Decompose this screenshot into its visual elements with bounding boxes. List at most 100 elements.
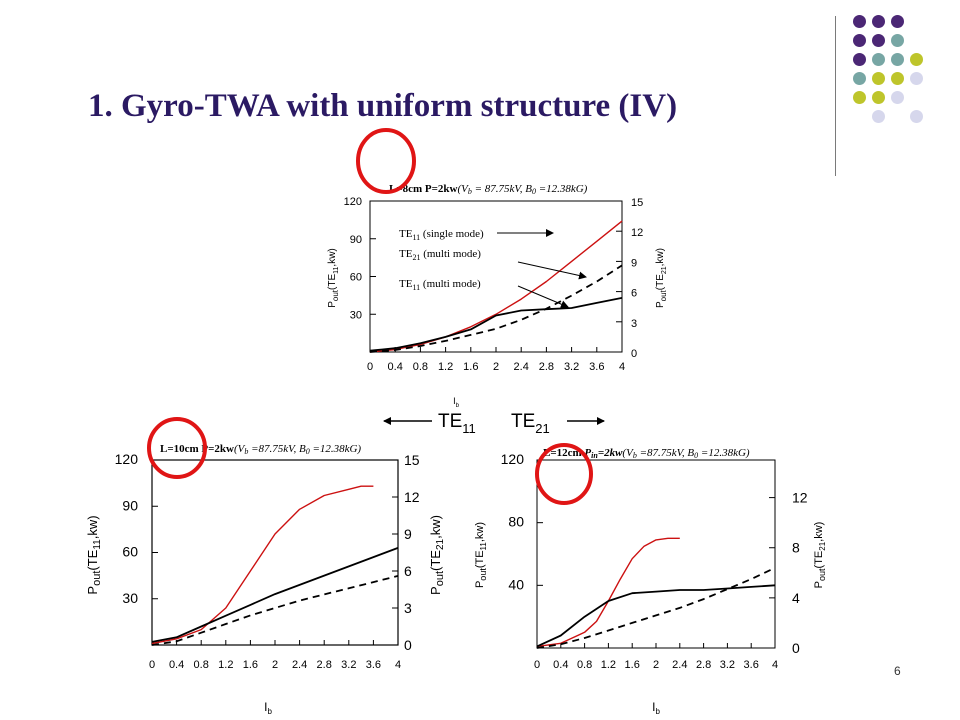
y-right-tick-label: 12 <box>792 490 808 506</box>
x-tick-label: 2 <box>653 659 659 671</box>
y-right-tick-label: 12 <box>631 227 643 239</box>
x-tick-label: 2 <box>493 361 499 373</box>
series-line-te11-multi-mode <box>151 547 399 643</box>
series-annotation: TE21 (multi mode) <box>399 248 481 262</box>
chart-left: 0 0.4 0.8 1.2 1.6 2 2.4 2.8 3.2 3.6 4 30 60 90 120 0 3 6 9… <box>85 417 446 716</box>
y-right-tick-label: 12 <box>404 489 420 505</box>
x-tick-label: 0.8 <box>194 659 209 671</box>
series-line-te21-multi-mode <box>151 575 399 646</box>
x-tick-label: 2.4 <box>292 659 307 671</box>
corner-divider-line <box>835 16 836 176</box>
chart-top: 0 0.4 0.8 1.2 1.6 2 2.4 2.8 3.2 3.6 4 30 60 90 120 0 3 6 9… <box>327 128 668 409</box>
y-left-axis-label: Pout(TE11,kw) <box>474 522 488 588</box>
chart-caption: L=10cm P=2kw(Vb =87.75kV, B0 =12.38kG) <box>160 443 361 456</box>
mode-label-te11: TE11 <box>438 411 476 436</box>
decorative-dot <box>891 34 904 47</box>
y-left-axis-label: Pout(TE11,kw) <box>85 515 103 594</box>
y-left-tick-label: 120 <box>344 196 362 208</box>
decorative-dot <box>910 110 923 123</box>
series-line-te11-multi-mode <box>369 297 623 352</box>
decorative-dot <box>891 91 904 104</box>
x-tick-label: 0.4 <box>169 659 184 671</box>
decorative-dot <box>872 72 885 85</box>
decorative-dot <box>891 53 904 66</box>
decorative-dot <box>872 91 885 104</box>
series-line-te11-single-mode <box>536 537 680 648</box>
x-tick-label: 4 <box>395 659 401 671</box>
y-left-tick-label: 90 <box>350 234 362 246</box>
y-left-tick-label: 40 <box>508 576 524 592</box>
chart-right: 0 0.4 0.8 1.2 1.6 2 2.4 2.8 3.2 3.6 4 40 80 120 0 4 8 12 P… <box>474 443 827 716</box>
decorative-dot <box>872 53 885 66</box>
decorative-dot <box>872 15 885 28</box>
y-left-tick-label: 90 <box>122 497 138 513</box>
x-tick-label: 3.6 <box>366 659 381 671</box>
y-left-axis-label: Pout(TE11,kw) <box>327 248 340 308</box>
chart-caption: L=8cm P=2kw(Vb = 87.75kV, B0 =12.38kG) <box>389 183 588 196</box>
y-left-tick-label: 60 <box>350 272 362 284</box>
y-right-axis-label: Pout(TE21,kw) <box>428 515 446 595</box>
y-right-tick-label: 6 <box>404 563 412 579</box>
x-tick-label: 3.2 <box>341 659 356 671</box>
x-tick-label: 3.2 <box>720 659 735 671</box>
x-tick-label: 0.4 <box>388 361 403 373</box>
x-tick-label: 4 <box>772 659 778 671</box>
annotation-arrow <box>517 285 569 308</box>
annotation-arrow <box>517 261 587 280</box>
decorative-dot <box>853 53 866 66</box>
series-line-te21-multi-mode <box>369 264 623 353</box>
decorative-dot <box>872 34 885 47</box>
x-tick-label: 1.6 <box>625 659 640 671</box>
x-tick-label: 1.2 <box>218 659 233 671</box>
chart-caption: L=12cm Pin=2kw(Vb =87.75kV, B0 =12.38kG) <box>543 447 750 460</box>
x-tick-label: 0 <box>367 361 373 373</box>
slide-title: 1. Gyro-TWA with uniform structure (IV) <box>88 88 678 124</box>
y-right-axis-label: Pout(TE21,kw) <box>655 248 668 308</box>
y-left-tick-label: 120 <box>115 451 139 467</box>
x-tick-label: 3.2 <box>564 361 579 373</box>
mode-label-te21: TE21 <box>511 411 550 436</box>
x-tick-label: 0.8 <box>413 361 428 373</box>
plot-frame <box>536 459 776 649</box>
decorative-dot <box>910 72 923 85</box>
decorative-dot <box>853 91 866 104</box>
y-right-tick-label: 3 <box>404 600 412 616</box>
series-line-te21-multi-mode <box>536 566 776 649</box>
y-right-tick-label: 0 <box>404 637 412 653</box>
x-tick-label: 2.4 <box>672 659 687 671</box>
x-tick-label: 0.4 <box>553 659 568 671</box>
series-annotation: TE11 (single mode) <box>399 228 484 242</box>
y-right-tick-label: 4 <box>792 590 800 606</box>
x-tick-label: 4 <box>619 361 625 373</box>
y-left-tick-label: 120 <box>501 451 525 467</box>
series-line-te11-single-mode <box>151 485 374 645</box>
x-tick-label: 3.6 <box>744 659 759 671</box>
y-left-tick-label: 30 <box>350 309 362 321</box>
y-right-tick-label: 3 <box>631 318 637 330</box>
decorative-dot <box>891 72 904 85</box>
decorative-dot <box>891 15 904 28</box>
highlight-circle <box>535 443 593 505</box>
x-axis-label: Ib <box>453 396 460 409</box>
y-right-tick-label: 0 <box>631 348 637 360</box>
x-tick-label: 2 <box>272 659 278 671</box>
series-annotation: TE11 (multi mode) <box>399 278 481 292</box>
y-right-tick-label: 9 <box>631 257 637 269</box>
y-right-tick-label: 8 <box>792 540 800 556</box>
x-tick-label: 2.4 <box>514 361 529 373</box>
plot-frame <box>151 459 399 646</box>
x-tick-label: 1.6 <box>463 361 478 373</box>
decorative-dot <box>853 72 866 85</box>
y-right-tick-label: 9 <box>404 526 412 542</box>
highlight-circle <box>147 417 207 479</box>
x-tick-label: 0.8 <box>577 659 592 671</box>
x-tick-label: 1.6 <box>243 659 258 671</box>
decorative-dot <box>910 53 923 66</box>
mode-direction-arrow: TE11 TE21 <box>383 411 605 436</box>
x-tick-label: 2.8 <box>539 361 554 373</box>
y-left-tick-label: 80 <box>508 514 524 530</box>
decorative-dot <box>872 110 885 123</box>
y-right-tick-label: 15 <box>404 452 420 468</box>
series-line-te11-single-mode <box>369 220 623 353</box>
